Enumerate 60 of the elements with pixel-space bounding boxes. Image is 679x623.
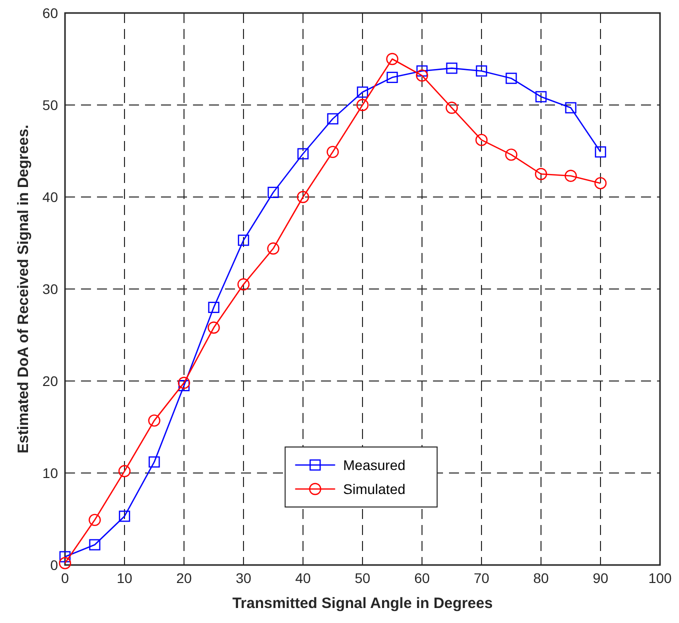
legend-label: Measured: [343, 457, 406, 473]
point: [148, 414, 160, 427]
point: [505, 148, 518, 161]
point: [446, 62, 458, 74]
point: [506, 72, 517, 84]
y-tick-label: 20: [42, 373, 58, 389]
point: [416, 69, 428, 82]
point: [475, 134, 488, 146]
point: [535, 91, 547, 102]
x-tick-label: 80: [533, 570, 549, 586]
point: [564, 170, 577, 182]
point: [118, 465, 131, 478]
x-tick-label: 0: [61, 570, 70, 586]
x-tick-label: 40: [295, 570, 311, 586]
point: [208, 322, 220, 334]
x-tick-label: 70: [474, 570, 490, 586]
y-tick-label: 40: [42, 189, 58, 205]
point: [296, 190, 310, 204]
y-tick-label: 10: [42, 465, 58, 481]
point: [178, 376, 190, 389]
point: [89, 539, 100, 550]
point: [268, 186, 279, 198]
x-tick-label: 20: [176, 570, 192, 586]
x-axis-title: Transmitted Signal Angle in Degrees: [232, 595, 493, 612]
point: [326, 146, 339, 158]
point: [386, 72, 398, 83]
y-axis-title: Estimated DoA of Received Signal in Degrees.: [15, 124, 32, 454]
point: [118, 510, 130, 522]
x-tick-label: 90: [592, 570, 608, 586]
point: [594, 146, 606, 158]
point: [534, 168, 548, 180]
x-tick-label: 100: [648, 570, 672, 586]
point: [238, 234, 250, 246]
y-tick-label: 50: [42, 97, 58, 113]
point: [297, 148, 309, 160]
point: [208, 302, 220, 313]
point: [59, 551, 71, 562]
point: [446, 102, 458, 114]
point: [416, 65, 428, 77]
point: [58, 557, 72, 570]
point: [267, 242, 280, 255]
legend-label: Simulated: [343, 481, 406, 497]
point: [327, 113, 338, 124]
point: [594, 177, 607, 190]
point: [88, 514, 101, 526]
x-tick-label: 60: [414, 570, 430, 586]
y-tick-label: 60: [42, 5, 58, 21]
point: [386, 52, 398, 66]
y-tick-label: 30: [42, 281, 58, 297]
point: [178, 380, 190, 392]
x-tick-label: 30: [236, 570, 252, 586]
point: [476, 65, 488, 77]
point: [148, 456, 160, 468]
x-tick-label: 10: [116, 570, 132, 586]
y-tick-label: 0: [50, 557, 58, 573]
point: [237, 278, 250, 290]
x-tick-label: 50: [354, 570, 370, 586]
point: [356, 98, 369, 112]
point: [565, 102, 576, 114]
point: [356, 86, 368, 98]
